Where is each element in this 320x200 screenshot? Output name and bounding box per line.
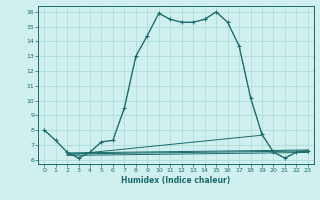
X-axis label: Humidex (Indice chaleur): Humidex (Indice chaleur) (121, 176, 231, 185)
